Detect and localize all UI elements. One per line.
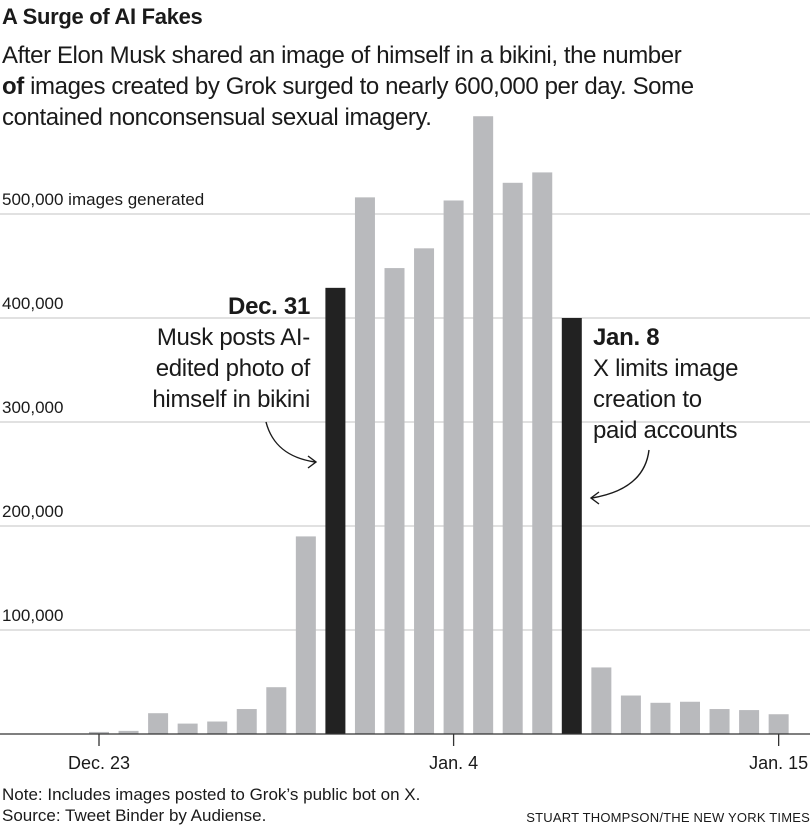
bar-jan-7 — [532, 172, 553, 734]
source-text: Source: Tweet Binder by Audiense. — [2, 806, 267, 825]
bar-jan-13 — [709, 709, 730, 734]
page-title: A Surge of AI Fakes — [2, 4, 203, 29]
bar-jan-2 — [384, 268, 405, 734]
bar-jan-5 — [473, 116, 494, 735]
subtitle-line-2: of images created by Grok surged to near… — [2, 71, 802, 102]
bar-dec-27 — [207, 721, 228, 734]
bar-jan-14 — [739, 710, 760, 734]
y-tick-label: 300,000 — [2, 398, 70, 418]
bar-jan-9 — [591, 667, 612, 734]
bar-dec-23 — [89, 731, 109, 734]
annotation-jan8-date: Jan. 8 — [593, 324, 660, 351]
annotation-jan8: Jan. 8 X limits image creation to paid a… — [593, 322, 738, 446]
credit-line: STUART THOMPSON/THE NEW YORK TIMES — [526, 810, 810, 825]
bar-jan-4 — [443, 200, 464, 735]
x-tick-label: Jan. 15 — [749, 753, 809, 773]
arrowhead-right-icon — [589, 491, 600, 505]
note-text: Note: Includes images posted to Grok’s p… — [2, 785, 421, 804]
annotation-dec31-line3: himself in bikini — [152, 386, 310, 413]
annotation-jan8-line1: X limits image — [593, 355, 739, 382]
gridlines — [0, 213, 810, 631]
x-tick-label: Dec. 23 — [67, 753, 131, 773]
bar-jan-12 — [680, 701, 700, 734]
arrowhead-left-icon — [307, 455, 318, 469]
bar-jan-1 — [354, 197, 375, 735]
annotation-jan8-line2: creation to — [593, 386, 702, 413]
footnote: Note: Includes images posted to Grok’s p… — [2, 784, 420, 826]
annotation-dec31: Dec. 31 Musk posts AI- edited photo of h… — [152, 291, 310, 415]
subtitle-line-2-rest: images created by Grok surged to nearly … — [23, 73, 694, 100]
page-subtitle: After Elon Musk shared an image of himse… — [2, 40, 802, 133]
y-tick-label: 400,000 — [2, 294, 70, 314]
annotation-arrows — [265, 421, 650, 505]
bars — [89, 116, 789, 735]
arrow-right-icon — [591, 449, 650, 499]
annotation-dec31-date: Dec. 31 — [228, 293, 310, 320]
bar-jan-11 — [650, 702, 671, 734]
subtitle-bold-word: of — [2, 73, 24, 100]
arrow-left-icon — [265, 421, 316, 463]
bar-dec-26 — [177, 723, 198, 734]
subtitle-line-1: After Elon Musk shared an image of himse… — [2, 42, 682, 69]
bar-jan-8 — [561, 318, 582, 734]
y-tick-label: 200,000 — [2, 502, 70, 522]
bar-dec-31 — [325, 287, 346, 734]
x-axis — [0, 733, 810, 746]
bar-jan-6 — [502, 182, 523, 735]
annotation-dec31-line1: Musk posts AI- — [156, 324, 310, 351]
bar-jan-15 — [768, 714, 789, 734]
bar-dec-24 — [118, 730, 139, 734]
annotation-jan8-line3: paid accounts — [593, 417, 738, 444]
y-tick-label: 100,000 — [2, 606, 70, 626]
x-tick-label: Jan. 4 — [429, 753, 479, 773]
bar-dec-25 — [148, 713, 169, 734]
bar-dec-30 — [295, 536, 316, 734]
y-tick-label: 500,000 images generated — [2, 190, 211, 210]
bar-dec-28 — [236, 709, 257, 734]
bar-jan-3 — [414, 248, 435, 734]
bar-dec-29 — [266, 687, 287, 734]
annotation-dec31-line2: edited photo of — [155, 355, 311, 382]
subtitle-line-3: contained nonconsensual sexual imagery. — [2, 104, 432, 131]
bar-jan-10 — [620, 695, 641, 734]
